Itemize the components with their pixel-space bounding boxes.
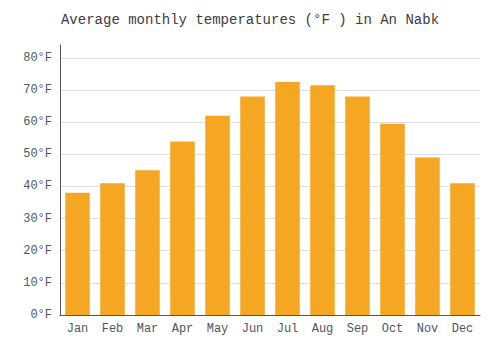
svg-text:10°F: 10°F (23, 276, 52, 290)
svg-text:Oct: Oct (382, 322, 404, 336)
svg-text:70°F: 70°F (23, 83, 52, 97)
svg-text:Jan: Jan (67, 322, 89, 336)
svg-text:30°F: 30°F (23, 212, 52, 226)
svg-text:Average monthly temperatures (: Average monthly temperatures (°F ) in An… (61, 12, 439, 28)
svg-text:50°F: 50°F (23, 147, 52, 161)
svg-text:60°F: 60°F (23, 115, 52, 129)
svg-text:0°F: 0°F (30, 308, 52, 322)
svg-text:Feb: Feb (102, 322, 124, 336)
svg-text:Nov: Nov (417, 322, 439, 336)
svg-text:Apr: Apr (172, 322, 194, 336)
svg-text:May: May (207, 322, 229, 336)
svg-text:Dec: Dec (452, 322, 474, 336)
svg-text:Sep: Sep (347, 322, 369, 336)
svg-text:Mar: Mar (137, 322, 159, 336)
svg-text:Jun: Jun (242, 322, 264, 336)
svg-text:20°F: 20°F (23, 244, 52, 258)
svg-text:Jul: Jul (277, 322, 299, 336)
svg-text:40°F: 40°F (23, 179, 52, 193)
svg-text:80°F: 80°F (23, 51, 52, 65)
svg-text:Aug: Aug (312, 322, 334, 336)
